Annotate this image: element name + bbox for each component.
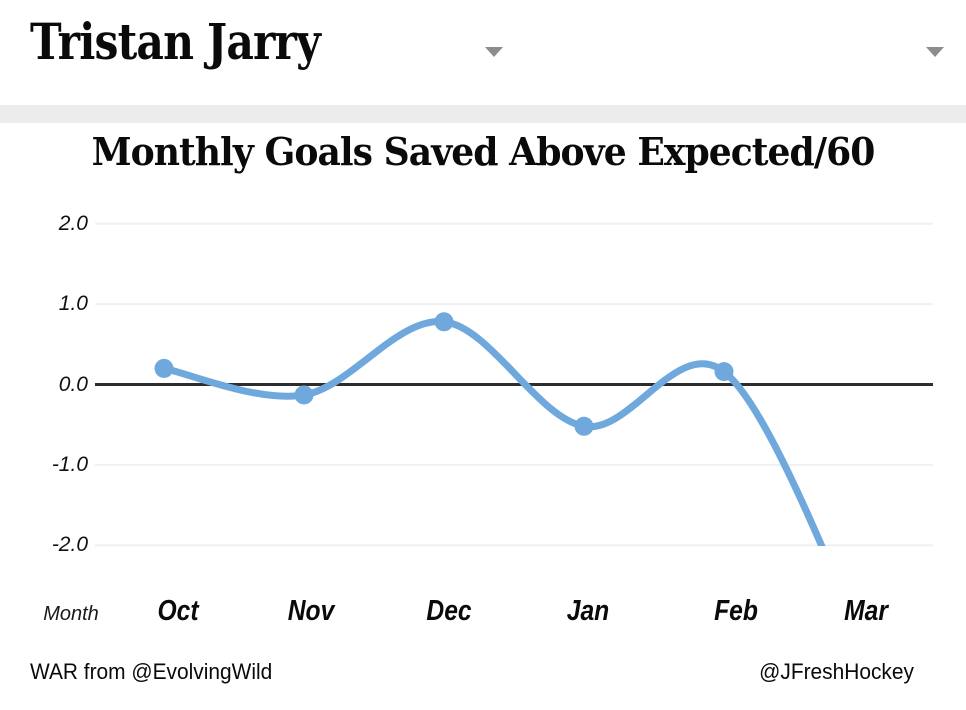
x-tick-label-dec: Dec — [426, 595, 472, 627]
x-axis-title: Month — [43, 603, 99, 625]
page-title: Tristan Jarry — [30, 12, 321, 71]
x-tick-label-oct: Oct — [157, 595, 199, 627]
y-tick-label: -2.0 — [51, 533, 88, 557]
y-tick-label: 2.0 — [58, 211, 88, 235]
player-dropdown-caret[interactable] — [485, 47, 503, 57]
y-tick-label: -1.0 — [51, 452, 88, 476]
chart-title-container: Monthly Goals Saved Above Expected/60 — [0, 130, 966, 174]
x-tick-label-jan: Jan — [566, 595, 610, 627]
secondary-dropdown-caret[interactable] — [926, 47, 944, 57]
trend-line — [163, 318, 826, 546]
data-point-oct[interactable] — [154, 358, 174, 378]
credit-right: @JFreshHockey — [759, 659, 914, 684]
x-tick-label-feb: Feb — [714, 595, 758, 627]
data-point-jan[interactable] — [574, 416, 594, 436]
x-tick-label-mar: Mar — [844, 595, 888, 627]
data-point-feb[interactable] — [714, 362, 734, 382]
data-point-nov[interactable] — [294, 385, 314, 405]
data-point-dec[interactable] — [434, 312, 454, 332]
y-tick-label: 1.0 — [58, 292, 88, 316]
y-tick-label: 0.0 — [58, 372, 88, 396]
x-tick-label-nov: Nov — [287, 595, 335, 627]
chart-title: Monthly Goals Saved Above Expected/60 — [91, 129, 876, 174]
credit-left: WAR from @EvolvingWild — [30, 659, 273, 684]
header-divider — [0, 105, 966, 123]
